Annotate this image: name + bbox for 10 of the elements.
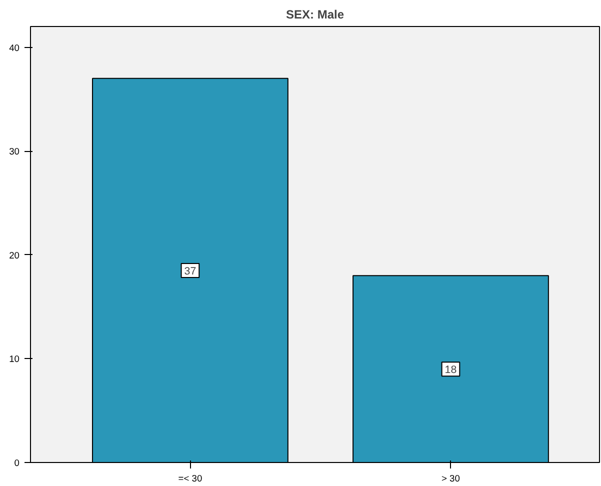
y-tick-label: 0	[14, 458, 20, 468]
y-tick-label: 20	[9, 250, 20, 260]
x-tick-label: > 30	[442, 474, 460, 484]
y-tick-label: 40	[9, 42, 20, 53]
y-tick-label: 30	[9, 146, 20, 157]
data-label: 18	[444, 364, 457, 376]
chart-title: SEX: Male	[286, 8, 344, 22]
x-tick-label: =< 30	[178, 474, 202, 484]
data-label: 37	[184, 265, 196, 278]
y-tick-label: 10	[9, 354, 20, 364]
